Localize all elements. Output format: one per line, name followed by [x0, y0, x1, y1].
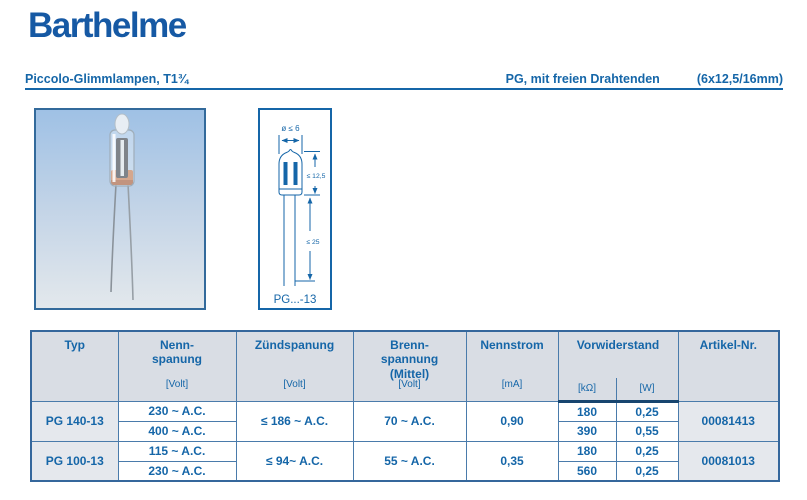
cell-typ: PG 140-13: [30, 400, 119, 442]
unit-kiloohm: [kΩ]: [557, 378, 617, 403]
cell-nennspanung: 230 ~ A.C.: [117, 400, 237, 422]
cell-zuendspanung: ≤ 94~ A.C.: [235, 440, 354, 482]
drawing-label: PG...-13: [274, 294, 317, 306]
unit-zuendspanung: [Volt]: [283, 379, 306, 390]
drawing-dim-diameter: ø ≤ 6: [281, 124, 300, 133]
cell-vorwiderstand-kohm: 180: [557, 400, 617, 422]
cell-vorwiderstand-watt: 0,25: [615, 440, 679, 462]
col-header-zuendspanung: Zündspanung [Volt]: [235, 330, 354, 401]
unit-nennstrom: [mA]: [501, 379, 523, 390]
cell-nennspanung: 230 ~ A.C.: [117, 460, 237, 482]
subtitle-product: PG, mit freien Drahtenden: [505, 72, 660, 86]
col-header-vorwiderstand: Vorwiderstand: [557, 330, 679, 378]
drawing-dim-bulb-height: ≤ 12,5: [307, 173, 326, 180]
page-title: Piccolo-Glimmlampen, T1¾: [25, 72, 189, 86]
title-bar: Piccolo-Glimmlampen, T1¾ PG, mit freien …: [25, 66, 783, 90]
col-header-brennspannung: Brenn- spannung (Mittel) [Volt]: [352, 330, 467, 401]
cell-vorwiderstand-watt: 0,25: [615, 460, 679, 482]
unit-brennspannung: [Volt]: [398, 379, 421, 390]
unit-nennspanung: [Volt]: [165, 379, 189, 390]
cell-nennspanung: 115 ~ A.C.: [117, 440, 237, 462]
cell-vorwiderstand-watt: 0,55: [615, 420, 679, 442]
table-row: PG 140-13 230 ~ A.C. ≤ 186 ~ A.C. 70 ~ A…: [30, 400, 780, 442]
col-header-nennstrom: Nennstrom [mA]: [465, 330, 559, 401]
spec-table-wrap: Typ Nenn- spanung [Volt] Zündspanung [Vo…: [30, 330, 780, 482]
cell-zuendspanung: ≤ 186 ~ A.C.: [235, 400, 354, 442]
cell-vorwiderstand-kohm: 390: [557, 420, 617, 442]
cell-vorwiderstand-watt: 0,25: [615, 400, 679, 422]
cell-brennspannung: 55 ~ A.C.: [352, 440, 467, 482]
cell-vorwiderstand-kohm: 180: [557, 440, 617, 462]
col-header-artikel: Artikel-Nr.: [677, 330, 780, 401]
spec-table: Typ Nenn- spanung [Volt] Zündspanung [Vo…: [30, 330, 780, 482]
technical-drawing: ø ≤ 6 ≤ 12,5 ≤ 25 PG...-13: [258, 108, 332, 310]
technical-drawing-image: ø ≤ 6 ≤ 12,5 ≤ 25 PG...-13: [274, 124, 326, 306]
cell-brennspannung: 70 ~ A.C.: [352, 400, 467, 442]
cell-nennspanung: 400 ~ A.C.: [117, 420, 237, 442]
cell-nennstrom: 0,35: [465, 440, 559, 482]
col-header-nennspanung: Nenn- spanung [Volt]: [117, 330, 237, 401]
col-header-typ: Typ: [30, 330, 119, 401]
lamp-photo: [34, 108, 206, 310]
table-row: PG 100-13 115 ~ A.C. ≤ 94~ A.C. 55 ~ A.C…: [30, 440, 780, 482]
cell-artikel: 00081413: [677, 400, 780, 442]
subtitle-dimensions: (6x12,5/16mm): [696, 72, 783, 86]
drawing-dim-lead-length: ≤ 25: [306, 239, 319, 246]
lamp-photo-image: [36, 110, 204, 308]
cell-vorwiderstand-kohm: 560: [557, 460, 617, 482]
unit-watt: [W]: [615, 378, 679, 403]
cell-artikel: 00081013: [677, 440, 780, 482]
table-row: 230 ~ A.C. 560 0,25: [31, 460, 779, 482]
cell-typ: PG 100-13: [30, 440, 119, 482]
cell-nennstrom: 0,90: [465, 400, 559, 442]
brand-logo: Barthelme: [28, 6, 187, 45]
